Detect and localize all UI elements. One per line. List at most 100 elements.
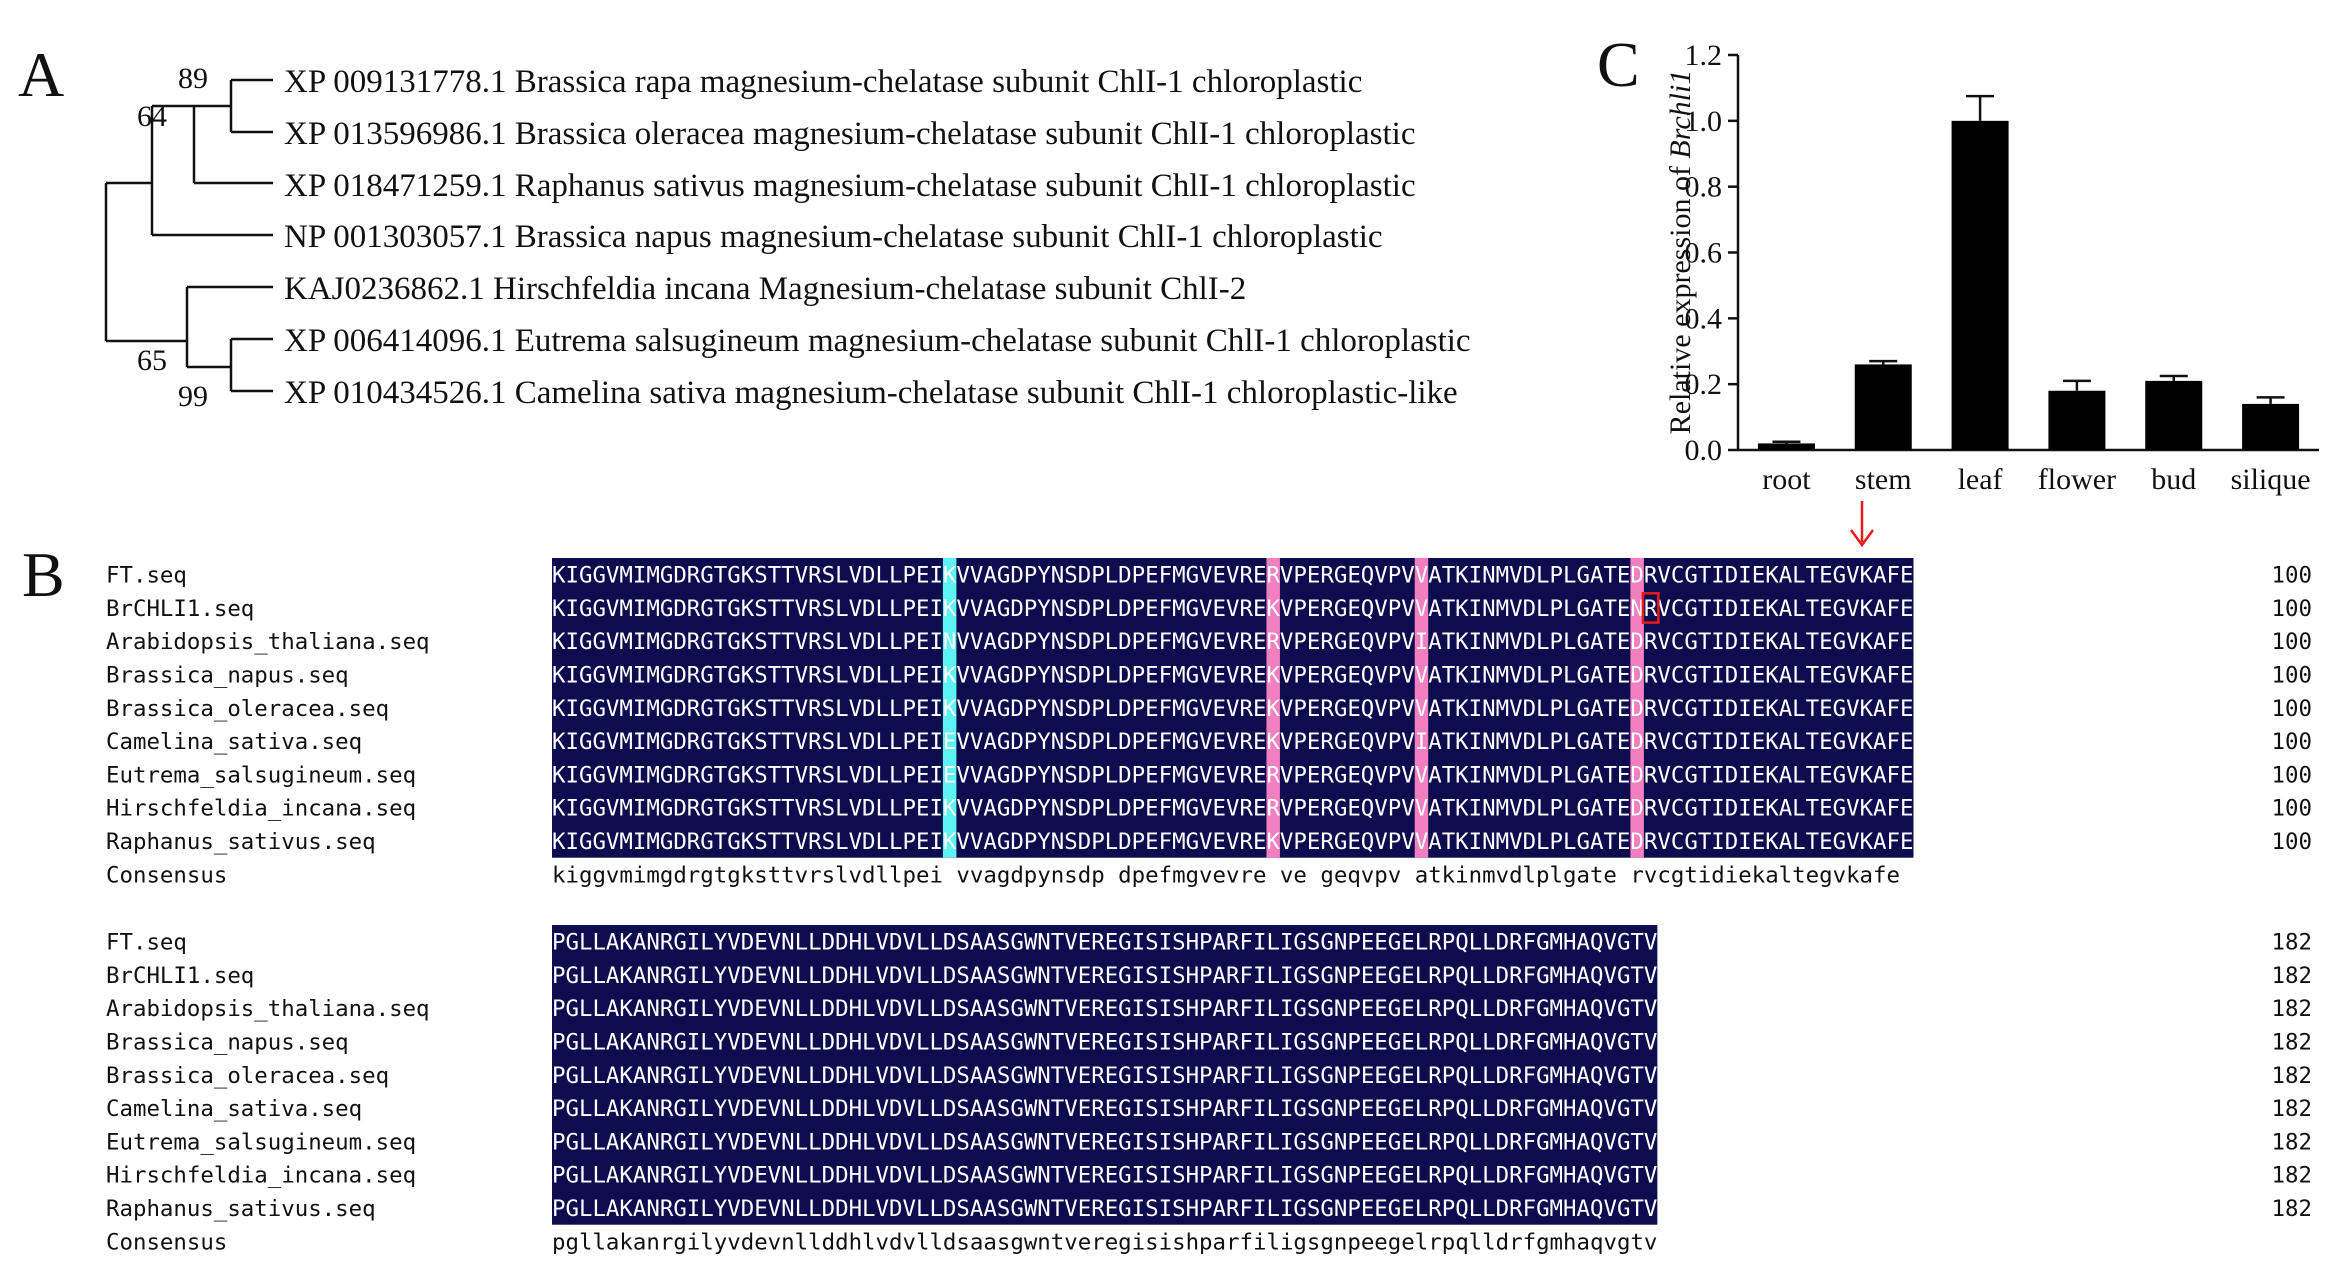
- sequence-end-position: 182: [2272, 963, 2312, 989]
- sequence-name: Brassica_oleracea.seq: [106, 696, 389, 722]
- sequence-name: Arabidopsis_thaliana.seq: [106, 996, 430, 1022]
- sequence-name: Hirschfeldia_incana.seq: [106, 1163, 416, 1189]
- y-axis: 0.0 0.2 0.4 0.6 0.8 1.0 1.2: [1685, 39, 1740, 467]
- sequence-residues: KIGGVMIMGDRGTGKSTTVRSLVDLLPEIKVVAGDPYNSD…: [552, 796, 1914, 822]
- sequence-name: Raphanus_sativus.seq: [106, 829, 376, 855]
- alignment-background: [552, 925, 1658, 1225]
- alignment-block-1: FT.seq KIGGVMIMGDRGTGKSTTVRSLVDLLPEIKVVAG…: [106, 558, 2312, 888]
- substitution-box: [1641, 592, 1660, 624]
- sequence-name: Eutrema_salsugineum.seq: [106, 762, 416, 788]
- alignment-background: [552, 558, 1914, 858]
- sequence-alignment: FT.seq KIGGVMIMGDRGTGKSTTVRSLVDLLPEIKVVAG…: [106, 501, 2312, 1255]
- sequence-end-position: 100: [2272, 696, 2312, 722]
- panel-label-a: A: [18, 39, 64, 110]
- bar-leaf: [1951, 120, 2009, 450]
- sequence-residues: PGLLAKANRGILYVDEVNLLDDHLVDVLLDSAASGWNTVE…: [552, 1096, 1657, 1122]
- y-tick-label: 0.2: [1685, 368, 1723, 401]
- variable-column-highlight: [1266, 558, 1280, 858]
- taxon-brassica-oleracea: XP 013596986.1 Brassica oleracea magnesi…: [284, 116, 1415, 152]
- sequence-residues: KIGGVMIMGDRGTGKSTTVRSLVDLLPEIKVVAGDPYNSD…: [552, 829, 1914, 855]
- sequence-residues: KIGGVMIMGDRGTGKSTTVRSLVDLLPEIKVVAGDPYNSD…: [552, 696, 1914, 722]
- sequence-residues: PGLLAKANRGILYVDEVNLLDDHLVDVLLDSAASGWNTVE…: [552, 1196, 1657, 1222]
- sequence-residues: KIGGVMIMGDRGTGKSTTVRSLVDLLPEIKVVAGDPYNSD…: [552, 596, 1914, 622]
- consensus-sequence: pgllakanrgilyvdevnllddhlvdvlldsaasgwntve…: [552, 1229, 1657, 1255]
- sequence-name: Arabidopsis_thaliana.seq: [106, 629, 430, 655]
- sequence-name: Raphanus_sativus.seq: [106, 1196, 376, 1222]
- bootstrap-99: 99: [178, 380, 208, 413]
- y-tick-label: 0.0: [1685, 434, 1723, 467]
- panel-label-b: B: [22, 539, 65, 610]
- sequence-name: Camelina_sativa.seq: [106, 729, 362, 755]
- variable-column-highlight: [1414, 558, 1429, 858]
- sequence-end-position: 182: [2272, 1096, 2312, 1122]
- y-tick-label: 0.8: [1685, 171, 1723, 204]
- sequence-end-position: 182: [2272, 1030, 2312, 1056]
- sequence-end-position: 100: [2272, 596, 2312, 622]
- sequence-residues: KIGGVMIMGDRGTGKSTTVRSLVDLLPEINVVAGDPYNSD…: [552, 629, 1914, 655]
- sequence-name: Eutrema_salsugineum.seq: [106, 1129, 416, 1155]
- sequence-end-position: 100: [2272, 762, 2312, 788]
- sequence-residues: KIGGVMIMGDRGTGKSTTVRSLVDLLPEIKVVAGDPYNSD…: [552, 663, 1914, 689]
- expression-bar-chart: Relative expression of Brchli1 0.0 0.2 0.4…: [1664, 39, 2319, 496]
- sequence-residues: PGLLAKANRGILYVDEVNLLDDHLVDVLLDSAASGWNTVE…: [552, 1030, 1657, 1056]
- sequence-residues: PGLLAKANRGILYVDEVNLLDDHLVDVLLDSAASGWNTVE…: [552, 996, 1657, 1022]
- bootstrap-65: 65: [137, 344, 167, 377]
- x-tick-label-bud: bud: [2151, 463, 2196, 496]
- sequence-end-position: 182: [2272, 996, 2312, 1022]
- sequence-end-position: 100: [2272, 629, 2312, 655]
- y-tick-label: 1.2: [1685, 39, 1723, 72]
- x-tick-label-root: root: [1762, 463, 1811, 496]
- sequence-end-position: 182: [2272, 1129, 2312, 1155]
- tree-branches: [104, 78, 273, 393]
- x-tick-label-flower: flower: [2038, 463, 2116, 496]
- sequence-name: BrCHLI1.seq: [106, 596, 254, 622]
- sequence-end-position: 100: [2272, 563, 2312, 589]
- sequence-name: Brassica_oleracea.seq: [106, 1063, 389, 1089]
- x-tick-label-leaf: leaf: [1958, 463, 2003, 496]
- sequence-end-position: 182: [2272, 930, 2312, 956]
- consensus-label: Consensus: [106, 1229, 227, 1255]
- position-arrow: [1849, 501, 1875, 548]
- panel-label-c: C: [1597, 29, 1640, 100]
- sequence-residues: PGLLAKANRGILYVDEVNLLDDHLVDVLLDSAASGWNTVE…: [552, 1163, 1657, 1189]
- y-tick-label: 1.0: [1685, 105, 1723, 138]
- sequence-end-position: 100: [2272, 796, 2312, 822]
- sequence-end-position: 182: [2272, 1063, 2312, 1089]
- sequence-name: Brassica_napus.seq: [106, 663, 349, 689]
- x-tick-label-stem: stem: [1855, 463, 1912, 496]
- consensus-sequence: kiggvmimgdrgtgksttvrslvdllpei vvagdpynsd…: [552, 862, 1900, 888]
- taxon-camelina-sativa: XP 010434526.1 Camelina sativa magnesium…: [284, 375, 1458, 411]
- x-axis: root stem leaf flower bud silique: [1738, 448, 2319, 496]
- alignment-block-2: FT.seq PGLLAKANRGILYVDEVNLLDDHLVDVLLDSAAS…: [106, 925, 2312, 1255]
- sequence-residues: KIGGVMIMGDRGTGKSTTVRSLVDLLPEIKVVAGDPYNSD…: [552, 563, 1914, 589]
- sequence-end-position: 100: [2272, 829, 2312, 855]
- taxon-brassica-napus: NP 001303057.1 Brassica napus magnesium-…: [284, 219, 1383, 255]
- phylogenetic-tree: 89 64 65 99 XP 009131778.1 Brassica rapa…: [104, 62, 1471, 413]
- sequence-name: FT.seq: [106, 563, 187, 589]
- sequence-residues: PGLLAKANRGILYVDEVNLLDDHLVDVLLDSAASGWNTVE…: [552, 1063, 1657, 1089]
- sequence-end-position: 100: [2272, 663, 2312, 689]
- bootstrap-64: 64: [137, 100, 167, 133]
- bar-bud: [2145, 380, 2203, 450]
- sequence-residues: KIGGVMIMGDRGTGKSTTVRSLVDLLPEIEVVAGDPYNSD…: [552, 729, 1914, 755]
- consensus-label: Consensus: [106, 862, 227, 888]
- taxon-eutrema-salsugineum: XP 006414096.1 Eutrema salsugineum magne…: [284, 323, 1471, 359]
- bar-silique: [2242, 403, 2300, 450]
- sequence-residues: KIGGVMIMGDRGTGKSTTVRSLVDLLPEIEVVAGDPYNSD…: [552, 762, 1914, 788]
- variable-column-highlight: [942, 558, 957, 858]
- taxon-brassica-rapa: XP 009131778.1 Brassica rapa magnesium-c…: [284, 64, 1362, 100]
- x-tick-label-silique: silique: [2231, 463, 2311, 496]
- bar-stem: [1854, 364, 1912, 450]
- bootstrap-89: 89: [178, 62, 208, 95]
- sequence-name: FT.seq: [106, 930, 187, 956]
- sequence-name: BrCHLI1.seq: [106, 963, 254, 989]
- bars: [1757, 94, 2300, 450]
- sequence-residues: PGLLAKANRGILYVDEVNLLDDHLVDVLLDSAASGWNTVE…: [552, 963, 1657, 989]
- y-tick-label: 0.6: [1685, 237, 1723, 270]
- sequence-residues: PGLLAKANRGILYVDEVNLLDDHLVDVLLDSAASGWNTVE…: [552, 1129, 1657, 1155]
- variable-column-highlight: [1630, 558, 1644, 858]
- y-tick-label: 0.4: [1685, 302, 1723, 335]
- sequence-name: Brassica_napus.seq: [106, 1030, 349, 1056]
- bar-root: [1757, 443, 1815, 450]
